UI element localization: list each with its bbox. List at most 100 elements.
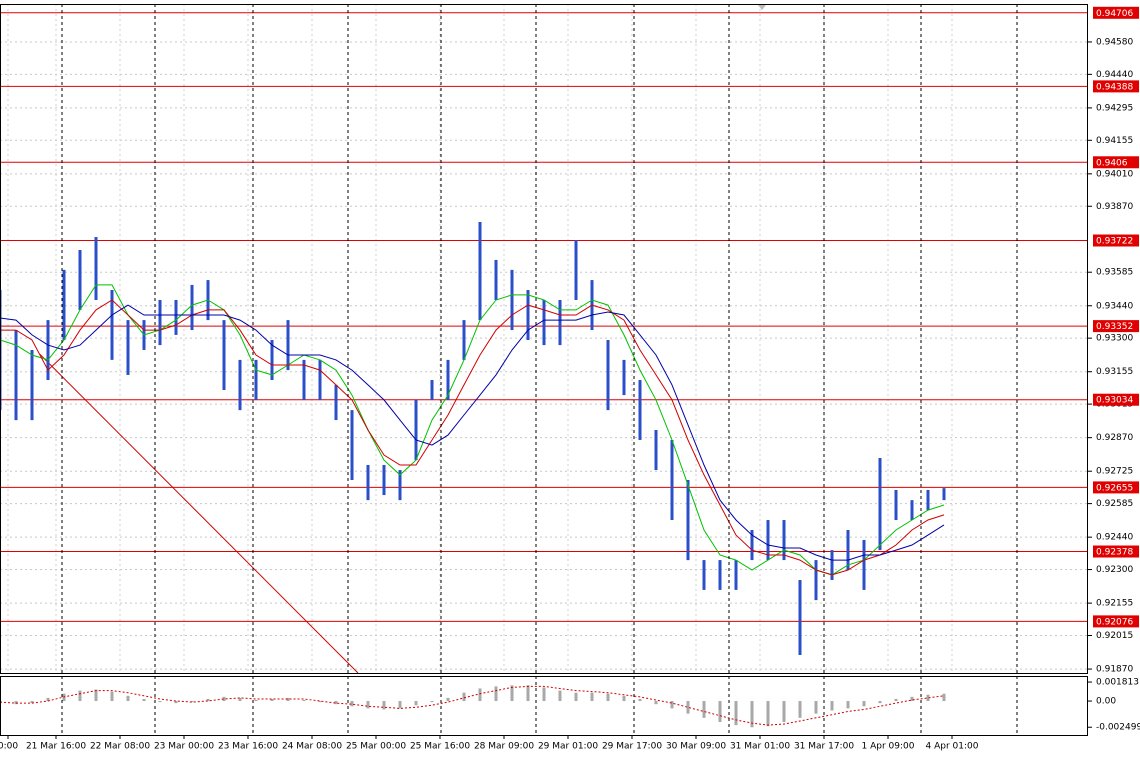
histogram-bar	[670, 701, 674, 709]
x-tick-label: 24 Mar 08:00	[282, 742, 342, 752]
histogram-bar	[46, 697, 50, 702]
level-label: 0.93352	[1096, 322, 1133, 332]
histogram-bar	[30, 701, 34, 704]
level-label: 0.94706	[1096, 9, 1133, 19]
histogram-bar	[926, 694, 930, 702]
level-tag	[1093, 481, 1139, 494]
x-tick-label: 23 Mar 00:00	[154, 742, 214, 752]
histogram-bar	[318, 701, 322, 703]
level-label: 0.92378	[1096, 548, 1133, 558]
histogram-bar	[462, 692, 466, 702]
histogram-bar	[702, 701, 706, 718]
histogram-bar	[414, 701, 418, 706]
x-tick-label: 29 Mar 01:00	[538, 742, 598, 752]
histogram-bar	[750, 701, 754, 728]
y-tick-label: 0.001813	[1096, 678, 1139, 688]
histogram-bar	[894, 698, 898, 702]
histogram-bar	[142, 698, 146, 702]
y-tick-label: 0.93300	[1096, 334, 1133, 344]
level-tag	[1093, 6, 1139, 19]
histogram-bar	[398, 701, 402, 709]
histogram-bar	[270, 698, 274, 702]
histogram-bar	[846, 701, 850, 709]
histogram-bar	[654, 701, 658, 705]
histogram-bar	[830, 701, 834, 711]
histogram-bar	[158, 701, 162, 703]
y-tick-label: 0.92300	[1096, 565, 1133, 575]
y-tick-label: 0.92870	[1096, 433, 1133, 443]
histogram-bar	[302, 699, 306, 702]
y-tick-label: 0.94440	[1096, 70, 1133, 80]
histogram-bar	[254, 699, 258, 702]
moving-average	[0, 299, 945, 576]
histogram-bar	[286, 697, 290, 702]
histogram-bar	[782, 701, 786, 723]
y-tick-label: -0.002499	[1096, 723, 1140, 733]
histogram-bar	[878, 701, 882, 704]
shift-marker	[758, 5, 766, 10]
histogram-bar	[110, 691, 114, 702]
main-plot	[0, 4, 1088, 673]
histogram-bar	[350, 701, 354, 707]
moving-average	[0, 304, 945, 561]
y-tick-label: 0.91870	[1096, 665, 1133, 675]
histogram-bar	[862, 701, 866, 707]
plot-frame	[0, 4, 1088, 674]
histogram-bar	[718, 701, 722, 723]
x-tick-label: 21 Mar 16:00	[26, 742, 86, 752]
histogram-bar	[910, 696, 914, 702]
oscillator-frame	[0, 676, 1088, 736]
histogram-bar	[590, 692, 594, 702]
histogram-bar	[494, 686, 498, 702]
signal-line	[0, 685, 945, 726]
histogram-bar	[206, 698, 210, 702]
histogram-bar	[942, 693, 946, 702]
histogram-bar	[766, 701, 770, 727]
level-tag	[1093, 615, 1139, 628]
y-tick-label: 0.94010	[1096, 169, 1133, 179]
y-tick-label: 0.92440	[1096, 533, 1133, 543]
y-tick-label: 0.93585	[1096, 268, 1133, 278]
trend-line	[39, 354, 359, 673]
histogram-bar	[334, 701, 338, 705]
histogram-bar	[78, 690, 82, 702]
histogram-bar	[526, 685, 530, 702]
histogram-bar	[558, 690, 562, 702]
level-tag	[1093, 393, 1139, 406]
x-tick-label: 22 Mar 08:00	[90, 742, 150, 752]
x-tick-label: 31 Mar 01:00	[730, 742, 790, 752]
histogram-bar	[222, 696, 226, 702]
histogram-bar	[814, 701, 818, 714]
y-tick-label: 0.93870	[1096, 202, 1133, 212]
y-tick-label: 0.94295	[1096, 103, 1133, 113]
x-tick-label: 1 Apr 09:00	[862, 742, 915, 752]
x-tick-label: 29 Mar 17:00	[602, 742, 662, 752]
y-tick-label: 0.94155	[1096, 136, 1133, 146]
histogram-bar	[174, 701, 178, 704]
histogram-bar	[510, 685, 514, 702]
histogram-bar	[94, 689, 98, 702]
y-tick-label: 0.93440	[1096, 301, 1133, 311]
histogram-bar	[190, 701, 194, 703]
histogram-bar	[382, 701, 386, 710]
level-tag	[1093, 80, 1139, 93]
level-label: 0.94388	[1096, 82, 1133, 92]
day-separators	[61, 4, 1018, 735]
level-tag	[1093, 545, 1139, 558]
axes: 0.94580 0.94440 0.94295 0.94155 0.94010 0.938…	[0, 6, 1140, 752]
x-tick-label: 31 Mar 17:00	[794, 742, 854, 752]
histogram-bar	[542, 687, 546, 702]
level-label: 0.92655	[1096, 483, 1133, 493]
level-label: 0.93034	[1096, 396, 1133, 406]
y-tick-label: 0.92015	[1096, 631, 1133, 641]
y-tick-label: 0.92155	[1096, 599, 1133, 609]
x-tick-label: 25 Mar 16:00	[410, 742, 470, 752]
y-tick-label: 0.92585	[1096, 499, 1133, 509]
x-tick-label: 25 Mar 00:00	[346, 742, 406, 752]
histogram-bar	[430, 701, 434, 703]
histogram-bar	[366, 701, 370, 709]
histogram-bar	[478, 688, 482, 702]
histogram-bar	[798, 701, 802, 718]
moving-average	[0, 284, 945, 576]
